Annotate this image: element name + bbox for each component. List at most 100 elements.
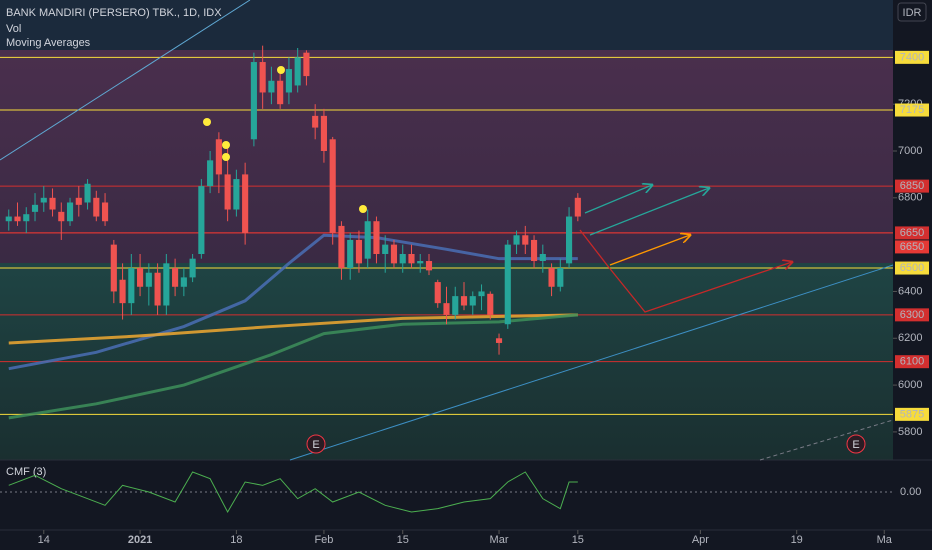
level-badge: [895, 355, 929, 369]
level-badge: [895, 308, 929, 322]
x-tick-label: 19: [791, 534, 803, 546]
candle-body: [399, 253, 406, 264]
candle-body: [320, 115, 327, 151]
resistance-zone: [0, 50, 893, 263]
moving-average: [8, 313, 578, 345]
candle-body: [347, 239, 354, 269]
x-tick-label: 2021: [128, 534, 152, 546]
trend-line: [759, 419, 894, 461]
candle-body: [75, 197, 82, 205]
level-badge: [895, 179, 929, 193]
level-badge: [895, 407, 929, 421]
y-tick-label: 6400: [898, 285, 922, 297]
cmf-title: CMF (3): [6, 466, 46, 478]
candle-body: [390, 244, 398, 264]
candle-body: [460, 296, 468, 306]
candle-body: [373, 221, 380, 254]
candle-body: [259, 62, 266, 93]
level-label: 5875: [900, 408, 924, 420]
candle-body: [417, 261, 424, 264]
y-tick-label: 7000: [898, 145, 922, 157]
price-axis: [893, 0, 932, 550]
x-tick-label: 15: [397, 534, 409, 546]
candle-body: [101, 202, 109, 222]
candle-body: [285, 69, 292, 93]
level-badge: [895, 240, 929, 254]
earnings-label: E: [312, 439, 319, 451]
level-badge: [895, 50, 929, 64]
candle-body: [443, 303, 450, 315]
x-tick-label: 15: [572, 534, 584, 546]
candle-body: [513, 235, 520, 245]
candle-body: [14, 216, 21, 222]
level-badge: [895, 261, 929, 275]
candle-body: [154, 272, 161, 306]
candle-body: [250, 62, 257, 140]
candle-body: [557, 268, 564, 287]
candle-body: [522, 235, 529, 245]
candle-body: [58, 211, 65, 222]
candle-body: [23, 214, 30, 222]
earnings-label: E: [852, 439, 859, 451]
candle-body: [215, 139, 222, 175]
x-tick-label: Ma: [877, 534, 893, 546]
candle-body: [163, 263, 170, 306]
candle-body: [329, 139, 336, 233]
level-badge: [895, 103, 929, 117]
level-label: 6300: [900, 309, 924, 321]
candle-body: [277, 80, 284, 105]
y-tick-label: 5800: [898, 426, 922, 438]
x-tick-label: 18: [230, 534, 242, 546]
candle-body: [408, 253, 415, 264]
candle-body: [66, 202, 74, 222]
candle-body: [478, 291, 485, 297]
candle-body: [128, 268, 135, 304]
y-tick-label: 6200: [898, 332, 922, 344]
x-tick-label: 14: [38, 534, 50, 546]
candle-body: [40, 197, 47, 203]
level-label: 6850: [900, 180, 924, 192]
moving-average: [8, 313, 578, 420]
candle-body: [84, 183, 91, 203]
candle-body: [180, 277, 187, 287]
y-tick-label: 6800: [898, 192, 922, 204]
candle-body: [233, 179, 240, 210]
trend-line: [289, 264, 894, 461]
symbol-title: BANK MANDIRI (PERSERO) TBK., 1D, IDX: [6, 7, 222, 19]
candle-body: [382, 244, 389, 254]
y-tick-label: 6000: [898, 379, 922, 391]
level-label: 6100: [900, 356, 924, 368]
candle-body: [364, 221, 371, 259]
candle-body: [5, 216, 12, 222]
candle-body: [303, 52, 310, 77]
candle-body: [574, 197, 581, 217]
projection-arrows: [579, 185, 792, 313]
candle-body: [312, 115, 319, 128]
candle-body: [434, 282, 441, 304]
cmf-tick-label: 0.00: [900, 486, 921, 498]
candle-body: [539, 253, 546, 262]
currency-badge[interactable]: [897, 2, 927, 22]
cmf-line: [8, 471, 578, 514]
candle-body: [31, 204, 39, 212]
level-label: 6500: [900, 262, 924, 274]
level-label: 7175: [900, 104, 924, 116]
level-label: 6650: [900, 241, 924, 253]
level-label: 6650: [900, 227, 924, 239]
indicator-label: Moving Averages: [6, 37, 91, 49]
x-tick-label: Mar: [490, 534, 509, 546]
x-tick-label: Feb: [314, 534, 333, 546]
candle-body: [548, 268, 555, 287]
currency: IDR: [903, 7, 922, 19]
indicator-label: Vol: [6, 23, 21, 35]
candle-body: [338, 225, 345, 269]
candle-body: [49, 197, 56, 210]
candle-body: [268, 80, 275, 93]
candle-body: [207, 160, 214, 187]
moving-average: [8, 233, 578, 371]
candle-body: [93, 197, 100, 217]
indicator-pane: [0, 460, 893, 530]
candle-body: [224, 174, 231, 210]
level-label: 7400: [900, 51, 924, 63]
